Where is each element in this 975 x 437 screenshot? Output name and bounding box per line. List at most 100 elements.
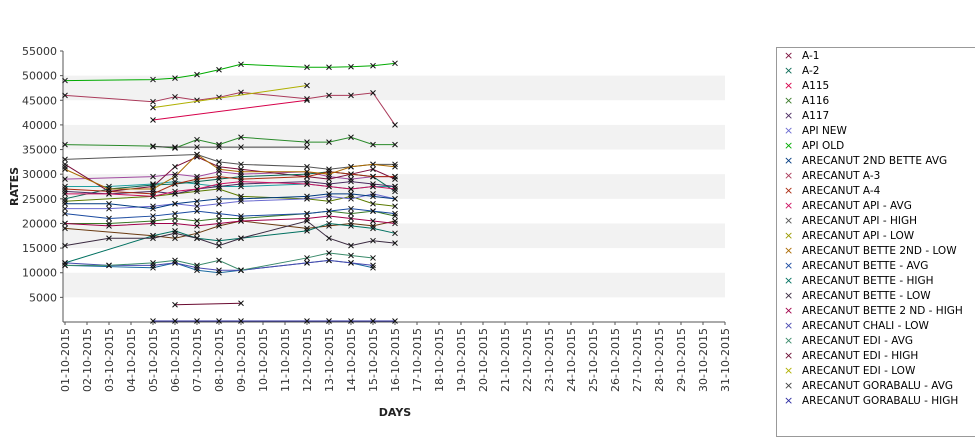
legend-marker-icon: × [781, 230, 802, 242]
x-tick-label: 19-10-2015 [455, 328, 468, 392]
x-tick-label: 02-10-2015 [81, 328, 94, 392]
legend-marker-icon: × [781, 155, 802, 167]
series-a115 [151, 98, 310, 123]
x-tick-label: 09-10-2015 [235, 328, 248, 392]
y-tick-label: 55000 [22, 45, 57, 58]
y-tick-label: 40000 [22, 119, 57, 132]
legend-marker-icon: × [781, 260, 802, 272]
y-tick-label: 15000 [22, 242, 57, 255]
legend-label: A115 [802, 80, 975, 92]
y-axis-ticks: 5000100001500020000250003000035000400004… [22, 45, 63, 304]
legend-item: ×API OLD [777, 140, 975, 152]
grid-band [63, 273, 725, 298]
legend-item: ×ARECANUT API - HIGH [777, 215, 975, 227]
x-tick-label: 13-10-2015 [323, 328, 336, 392]
y-tick-label: 20000 [22, 217, 57, 230]
legend-item: ×ARECANUT BETTE 2 ND - HIGH [777, 305, 975, 317]
legend-label: ARECANUT BETTE 2ND - LOW [802, 245, 975, 257]
legend-label: ARECANUT GORABALU - AVG [802, 380, 975, 392]
x-tick-label: 23-10-2015 [543, 328, 556, 392]
legend: ×A-1×A-2×A115×A116×A117×API NEW×API OLD×… [776, 47, 975, 437]
legend-marker-icon: × [781, 50, 802, 62]
legend-marker-icon: × [781, 290, 802, 302]
legend-item: ×ARECANUT BETTE - LOW [777, 290, 975, 302]
legend-label: ARECANUT EDI - HIGH [802, 350, 975, 362]
legend-label: ARECANUT EDI - AVG [802, 335, 975, 347]
legend-label: A-1 [802, 50, 975, 62]
x-tick-label: 16-10-2015 [389, 328, 402, 392]
legend-item: ×ARECANUT A-4 [777, 185, 975, 197]
x-tick-label: 17-10-2015 [411, 328, 424, 392]
legend-item: ×ARECANUT BETTE - HIGH [777, 275, 975, 287]
legend-label: ARECANUT BETTE - LOW [802, 290, 975, 302]
x-tick-label: 01-10-2015 [59, 328, 72, 392]
legend-marker-icon: × [781, 215, 802, 227]
legend-marker-icon: × [781, 395, 802, 407]
legend-item: ×ARECANUT BETTE 2ND - LOW [777, 245, 975, 257]
line-chart: 5000100001500020000250003000035000400004… [0, 0, 760, 429]
data-point-marker [173, 164, 178, 169]
legend-marker-icon: × [781, 200, 802, 212]
x-tick-label: 07-10-2015 [191, 328, 204, 392]
legend-item: ×ARECANUT GORABALU - AVG [777, 380, 975, 392]
legend-label: ARECANUT BETTE - AVG [802, 260, 975, 272]
legend-item: ×API NEW [777, 125, 975, 137]
legend-item: ×A-1 [777, 50, 975, 62]
legend-marker-icon: × [781, 110, 802, 122]
legend-item: ×ARECANUT EDI - AVG [777, 335, 975, 347]
legend-item: ×ARECANUT A-3 [777, 170, 975, 182]
legend-marker-icon: × [781, 305, 802, 317]
legend-item: ×A115 [777, 80, 975, 92]
y-axis-title: RATES [8, 167, 21, 206]
y-tick-label: 5000 [29, 291, 57, 304]
legend-marker-icon: × [781, 140, 802, 152]
x-tick-label: 12-10-2015 [301, 328, 314, 392]
legend-label: ARECANUT EDI - LOW [802, 365, 975, 377]
y-tick-label: 25000 [22, 193, 57, 206]
x-tick-label: 26-10-2015 [609, 328, 622, 392]
x-tick-label: 30-10-2015 [697, 328, 710, 392]
legend-marker-icon: × [781, 335, 802, 347]
x-tick-label: 06-10-2015 [169, 328, 182, 392]
legend-label: A-2 [802, 65, 975, 77]
x-tick-label: 25-10-2015 [587, 328, 600, 392]
legend-marker-icon: × [781, 365, 802, 377]
legend-label: A117 [802, 110, 975, 122]
legend-label: API NEW [802, 125, 975, 137]
x-tick-label: 10-10-2015 [257, 328, 270, 392]
x-tick-label: 27-10-2015 [631, 328, 644, 392]
series-line [65, 154, 395, 169]
y-tick-label: 30000 [22, 168, 57, 181]
series-arecanut-gorabalu-high [151, 319, 398, 324]
series-arecanut-edi-avg [63, 251, 376, 273]
x-tick-label: 28-10-2015 [653, 328, 666, 392]
legend-marker-icon: × [781, 380, 802, 392]
legend-item: ×ARECANUT API - LOW [777, 230, 975, 242]
legend-item: ×ARECANUT API - AVG [777, 200, 975, 212]
legend-marker-icon: × [781, 80, 802, 92]
legend-label: API OLD [802, 140, 975, 152]
x-tick-label: 29-10-2015 [675, 328, 688, 392]
legend-item: ×ARECANUT BETTE - AVG [777, 260, 975, 272]
y-tick-label: 50000 [22, 70, 57, 83]
series-line [175, 303, 241, 304]
legend-marker-icon: × [781, 65, 802, 77]
legend-label: ARECANUT A-3 [802, 170, 975, 182]
legend-marker-icon: × [781, 275, 802, 287]
legend-marker-icon: × [781, 95, 802, 107]
legend-item: ×ARECANUT EDI - HIGH [777, 350, 975, 362]
series-arecanut-api-high [63, 152, 398, 172]
legend-label: ARECANUT BETTE - HIGH [802, 275, 975, 287]
series-line [153, 100, 307, 120]
y-tick-label: 45000 [22, 94, 57, 107]
x-tick-label: 08-10-2015 [213, 328, 226, 392]
legend-label: ARECANUT API - LOW [802, 230, 975, 242]
legend-marker-icon: × [781, 320, 802, 332]
legend-label: ARECANUT API - AVG [802, 200, 975, 212]
x-tick-label: 24-10-2015 [565, 328, 578, 392]
legend-item: ×ARECANUT GORABALU - HIGH [777, 395, 975, 407]
x-tick-label: 15-10-2015 [367, 328, 380, 392]
x-tick-label: 22-10-2015 [521, 328, 534, 392]
series-arecanut-edi-high [173, 301, 244, 307]
